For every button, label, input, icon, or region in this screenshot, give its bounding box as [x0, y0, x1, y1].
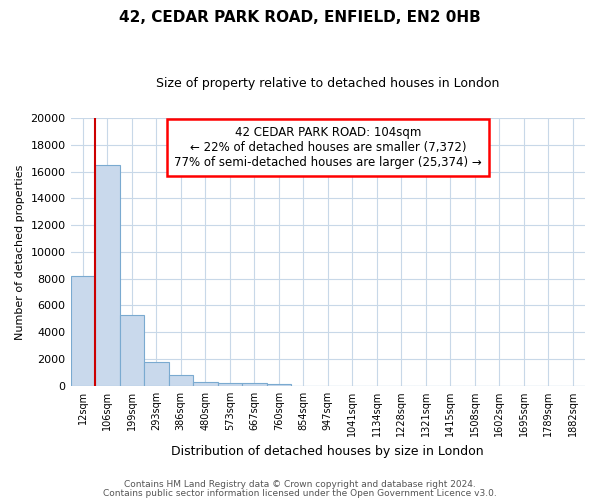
Text: 42, CEDAR PARK ROAD, ENFIELD, EN2 0HB: 42, CEDAR PARK ROAD, ENFIELD, EN2 0HB [119, 10, 481, 25]
Title: Size of property relative to detached houses in London: Size of property relative to detached ho… [156, 78, 499, 90]
X-axis label: Distribution of detached houses by size in London: Distribution of detached houses by size … [172, 444, 484, 458]
Bar [95, 165, 119, 386]
Text: Contains HM Land Registry data © Crown copyright and database right 2024.: Contains HM Land Registry data © Crown c… [124, 480, 476, 489]
Text: Contains public sector information licensed under the Open Government Licence v3: Contains public sector information licen… [103, 488, 497, 498]
Text: 42 CEDAR PARK ROAD: 104sqm
← 22% of detached houses are smaller (7,372)
77% of s: 42 CEDAR PARK ROAD: 104sqm ← 22% of deta… [174, 126, 482, 169]
Bar [169, 375, 193, 386]
Bar [218, 383, 242, 386]
Bar [266, 384, 291, 386]
Bar [71, 276, 95, 386]
Bar [119, 315, 144, 386]
Bar [242, 383, 266, 386]
Bar [193, 382, 218, 386]
Bar [144, 362, 169, 386]
Y-axis label: Number of detached properties: Number of detached properties [15, 164, 25, 340]
